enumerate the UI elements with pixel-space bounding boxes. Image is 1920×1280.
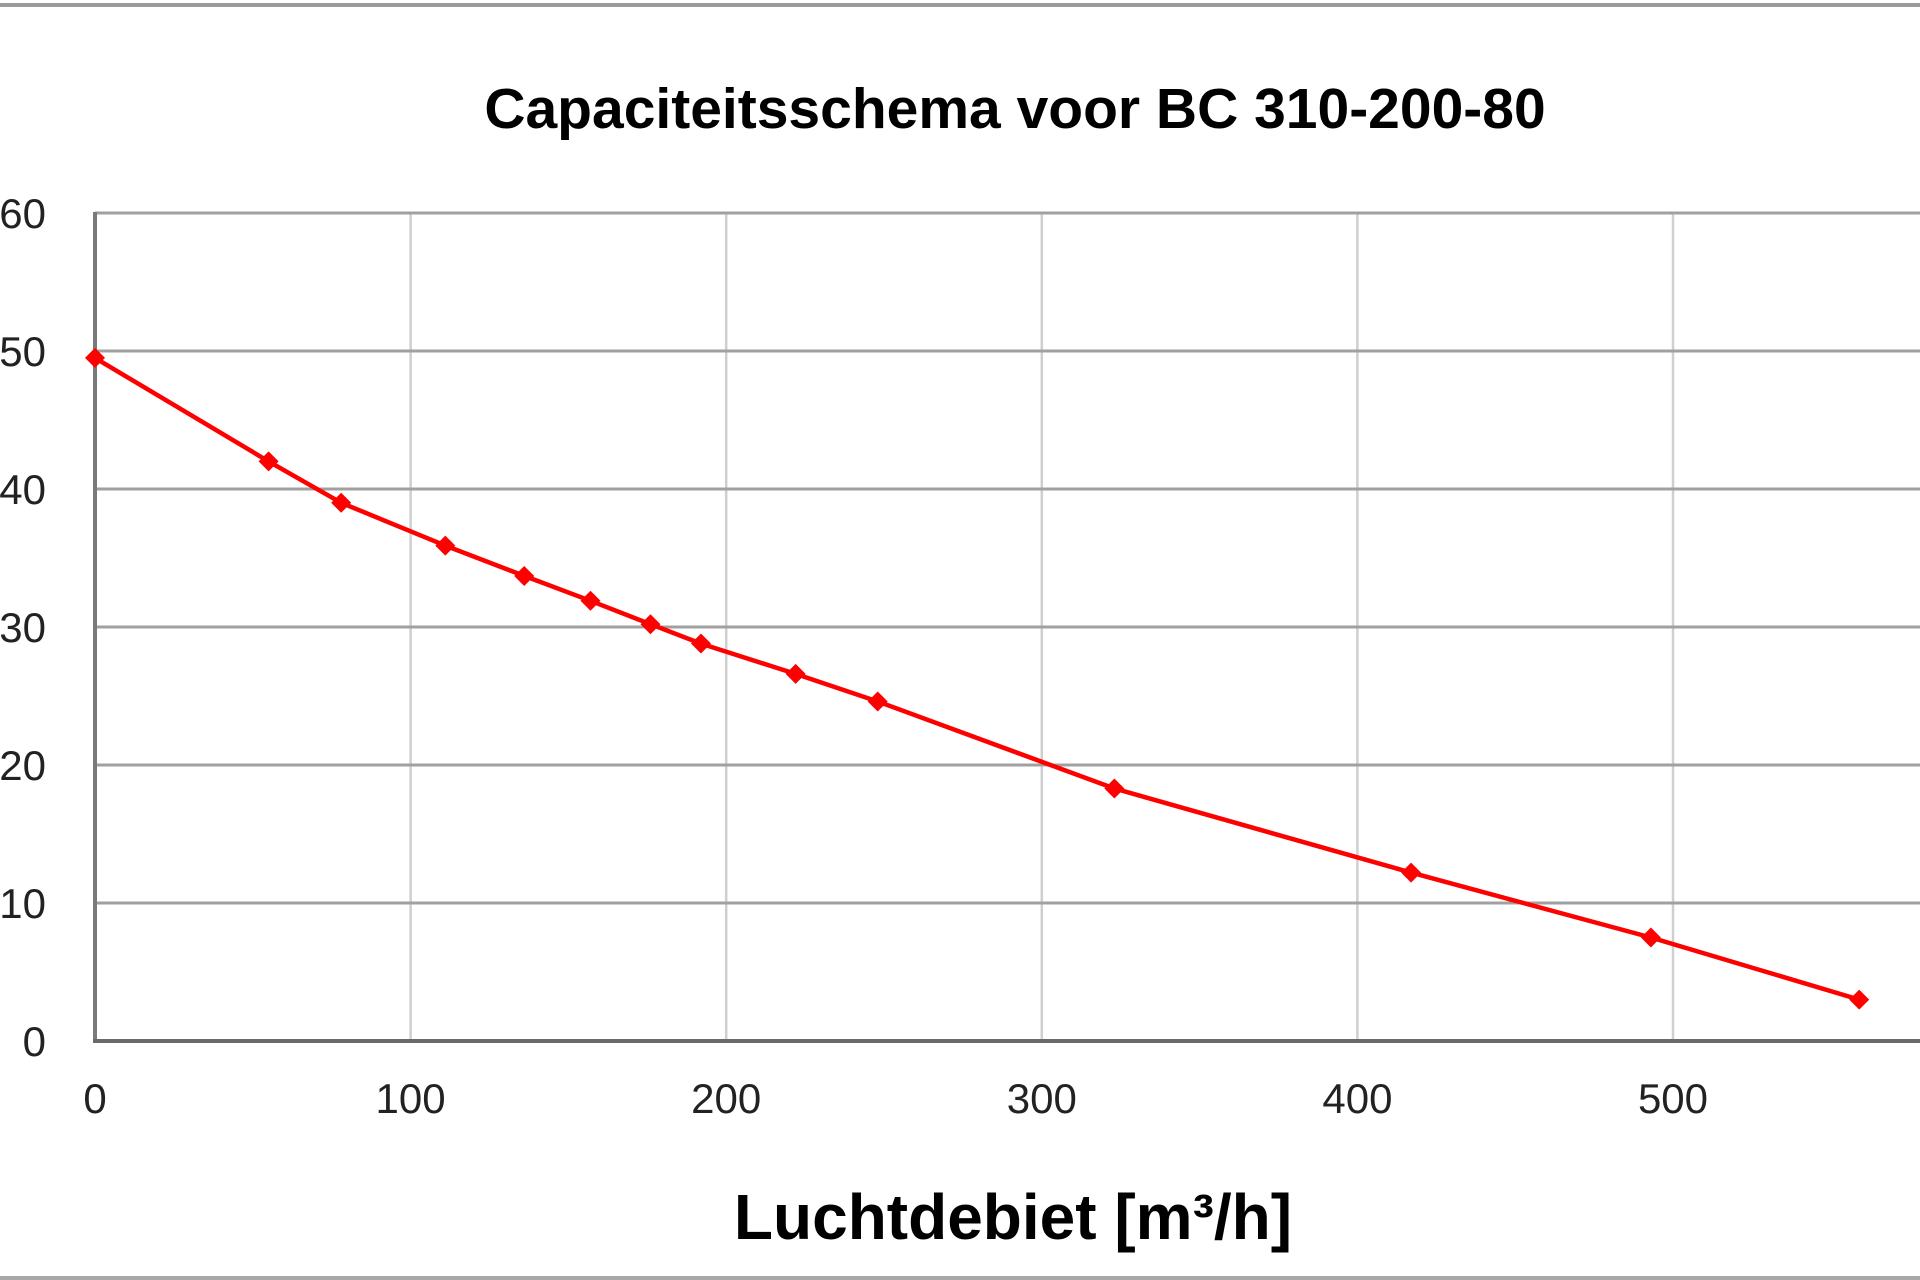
x-tick-label: 300 xyxy=(1007,1075,1077,1122)
y-tick-label: 60 xyxy=(0,190,46,237)
bottom-border xyxy=(0,1276,1920,1280)
data-point-marker xyxy=(514,565,535,586)
data-point-marker xyxy=(785,663,806,684)
y-tick-labels: 0 10 20 30 40 50 60 xyxy=(0,190,46,1065)
y-tick-label: 30 xyxy=(0,604,46,651)
x-tick-label: 200 xyxy=(691,1075,761,1122)
x-tick-label: 500 xyxy=(1638,1075,1708,1122)
data-point-marker xyxy=(85,347,105,368)
data-point-marker xyxy=(1104,778,1125,799)
data-point-marker xyxy=(435,535,456,556)
y-tick-label: 0 xyxy=(23,1018,46,1065)
data-point-marker xyxy=(690,633,711,654)
y-tick-label: 10 xyxy=(0,880,46,927)
x-axis-title: Luchtdebiet [m³/h] xyxy=(733,1181,1293,1253)
x-tick-label: 100 xyxy=(376,1075,446,1122)
horizontal-gridlines xyxy=(95,211,1920,905)
data-point-marker xyxy=(580,590,601,611)
x-tick-label: 0 xyxy=(83,1075,106,1122)
data-series xyxy=(85,347,1870,1010)
data-point-marker xyxy=(1640,927,1661,948)
y-tick-label: 20 xyxy=(0,742,46,789)
data-point-marker xyxy=(640,614,661,635)
data-point-marker xyxy=(1849,989,1870,1010)
series-line xyxy=(93,355,1860,1002)
x-tick-label: 400 xyxy=(1322,1075,1392,1122)
top-border xyxy=(0,3,1920,7)
data-point-marker xyxy=(1401,862,1422,883)
data-point-marker xyxy=(331,492,352,513)
data-point-marker xyxy=(258,451,279,472)
x-tick-labels: 0 100 200 300 400 500 xyxy=(83,1075,1708,1122)
data-point-marker xyxy=(867,691,888,712)
y-tick-label: 40 xyxy=(0,466,46,513)
y-tick-label: 50 xyxy=(0,328,46,375)
chart-title: Capaciteitsschema voor BC 310-200-80 xyxy=(484,77,1546,141)
